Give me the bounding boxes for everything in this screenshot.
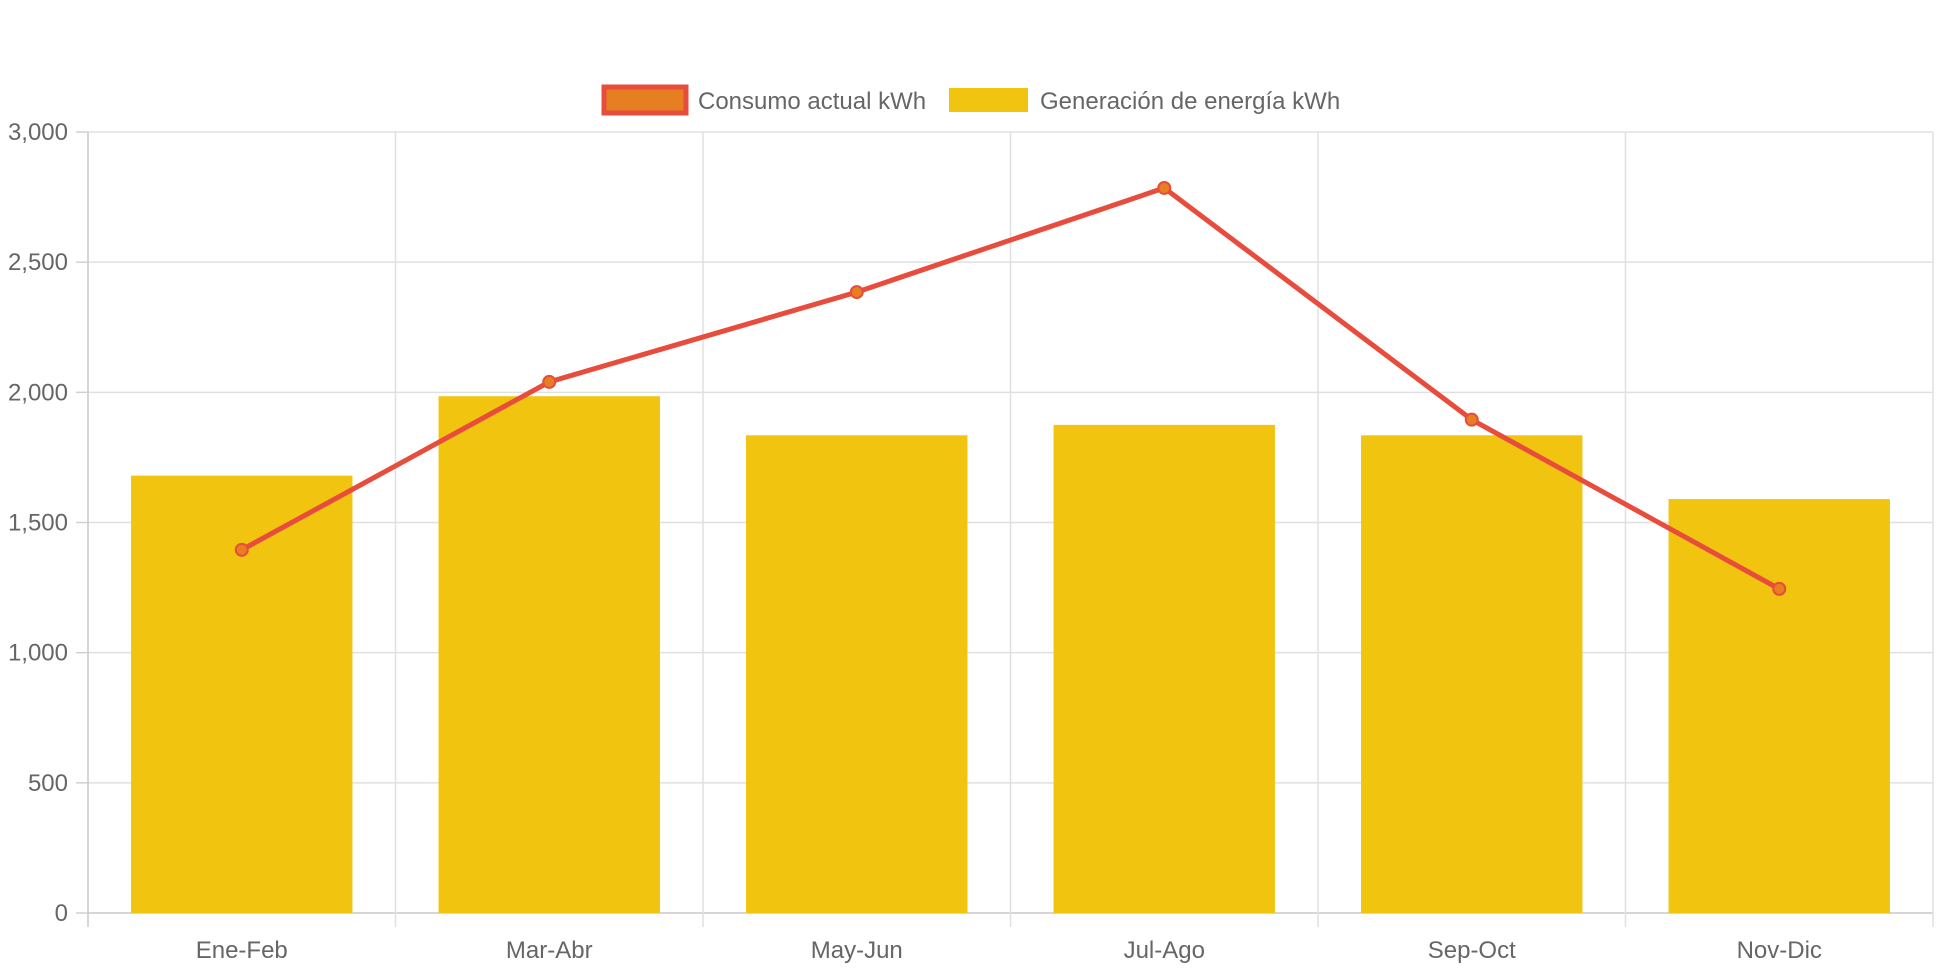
bar-mar-abr[interactable] — [438, 396, 660, 913]
bar-may-jun[interactable] — [746, 435, 968, 913]
axes: 0 500 1,000 1,500 2,000 2,500 3,000 Ene-Feb Mar-… — [8, 119, 1822, 964]
grid-lines — [87, 131, 1934, 927]
legend-swatch-generacion[interactable] — [949, 88, 1028, 112]
x-tick-label: Sep-Oct — [1428, 937, 1516, 964]
y-tick-label: 1,500 — [8, 510, 68, 537]
y-tick-label: 0 — [55, 900, 68, 927]
x-tick-label: Mar-Abr — [506, 937, 593, 964]
legend-swatch-consumo[interactable] — [601, 84, 689, 116]
bar-jul-ago[interactable] — [1053, 424, 1275, 913]
x-tick-label: Ene-Feb — [196, 937, 288, 964]
line-series — [234, 180, 1787, 596]
y-tick-label: 3,000 — [8, 119, 68, 146]
point-consumo-sep-oct[interactable] — [1464, 412, 1479, 427]
point-consumo-ene-feb[interactable] — [234, 542, 249, 557]
x-tick-label: Nov-Dic — [1737, 937, 1822, 964]
legend-label-consumo[interactable]: Consumo actual kWh — [698, 88, 926, 115]
y-tick-label: 1,000 — [8, 640, 68, 667]
bar-ene-feb[interactable] — [131, 475, 353, 913]
y-tick-label: 2,500 — [8, 249, 68, 276]
legend[interactable]: Consumo actual kWh Generación de energía… — [601, 84, 1340, 116]
point-consumo-may-jun[interactable] — [849, 285, 864, 300]
bar-sep-oct[interactable] — [1361, 435, 1583, 913]
legend-label-generacion[interactable]: Generación de energía kWh — [1040, 88, 1340, 115]
point-consumo-mar-abr[interactable] — [542, 374, 557, 389]
x-tick-label: May-Jun — [811, 937, 903, 964]
y-tick-label: 500 — [28, 770, 68, 797]
x-tick-label: Jul-Ago — [1124, 937, 1205, 964]
point-consumo-nov-dic[interactable] — [1772, 581, 1787, 596]
line-consumo — [240, 185, 1781, 592]
y-tick-label: 2,000 — [8, 379, 68, 406]
point-consumo-jul-ago[interactable] — [1157, 180, 1172, 195]
bar-nov-dic[interactable] — [1668, 499, 1890, 913]
bar-series — [131, 396, 1890, 913]
